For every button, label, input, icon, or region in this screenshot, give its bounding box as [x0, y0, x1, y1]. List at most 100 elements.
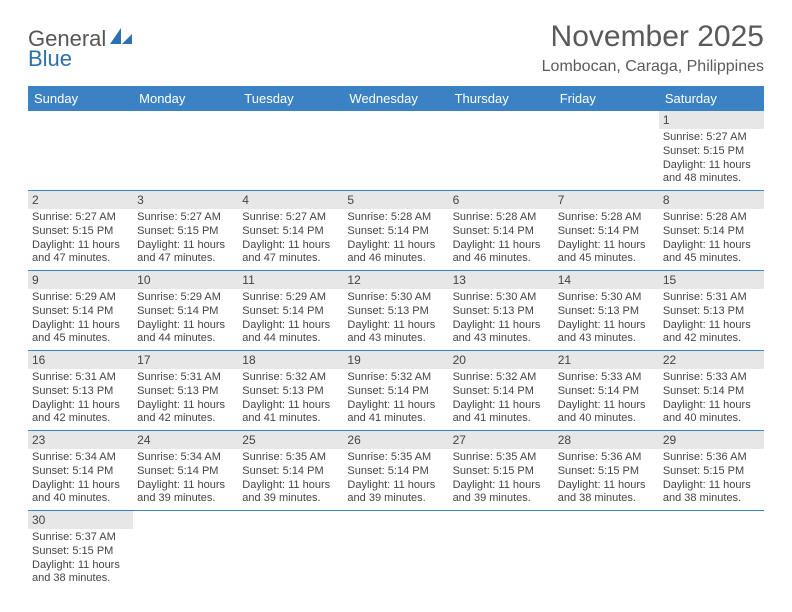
day-number: 22 [659, 351, 764, 369]
day-data: Sunrise: 5:33 AMSunset: 5:14 PMDaylight:… [554, 369, 659, 430]
day-data: Sunrise: 5:34 AMSunset: 5:14 PMDaylight:… [28, 449, 133, 510]
calendar-cell: 11Sunrise: 5:29 AMSunset: 5:14 PMDayligh… [238, 271, 343, 351]
day-data: Sunrise: 5:32 AMSunset: 5:14 PMDaylight:… [449, 369, 554, 430]
day-number: 19 [343, 351, 448, 369]
calendar-cell [238, 111, 343, 191]
day-data: Sunrise: 5:31 AMSunset: 5:13 PMDaylight:… [28, 369, 133, 430]
weekday-header: Tuesday [238, 86, 343, 111]
calendar-week-row: 1Sunrise: 5:27 AMSunset: 5:15 PMDaylight… [28, 111, 764, 191]
weekday-header: Thursday [449, 86, 554, 111]
calendar-cell: 18Sunrise: 5:32 AMSunset: 5:13 PMDayligh… [238, 351, 343, 431]
day-data: Sunrise: 5:35 AMSunset: 5:14 PMDaylight:… [238, 449, 343, 510]
calendar-cell: 27Sunrise: 5:35 AMSunset: 5:15 PMDayligh… [449, 431, 554, 511]
day-data: Sunrise: 5:28 AMSunset: 5:14 PMDaylight:… [343, 209, 448, 270]
calendar-cell: 10Sunrise: 5:29 AMSunset: 5:14 PMDayligh… [133, 271, 238, 351]
weekday-header: Friday [554, 86, 659, 111]
sail-icon [108, 26, 134, 52]
day-number: 21 [554, 351, 659, 369]
calendar-cell [343, 111, 448, 191]
day-data: Sunrise: 5:28 AMSunset: 5:14 PMDaylight:… [449, 209, 554, 270]
calendar-cell: 19Sunrise: 5:32 AMSunset: 5:14 PMDayligh… [343, 351, 448, 431]
day-number: 16 [28, 351, 133, 369]
day-number: 29 [659, 431, 764, 449]
calendar-week-row: 9Sunrise: 5:29 AMSunset: 5:14 PMDaylight… [28, 271, 764, 351]
calendar-cell: 30Sunrise: 5:37 AMSunset: 5:15 PMDayligh… [28, 511, 133, 591]
calendar-cell: 6Sunrise: 5:28 AMSunset: 5:14 PMDaylight… [449, 191, 554, 271]
day-data: Sunrise: 5:30 AMSunset: 5:13 PMDaylight:… [343, 289, 448, 350]
logo-text-blue: Blue [28, 46, 72, 72]
day-number: 1 [659, 111, 764, 129]
day-number: 3 [133, 191, 238, 209]
calendar-cell: 15Sunrise: 5:31 AMSunset: 5:13 PMDayligh… [659, 271, 764, 351]
day-data: Sunrise: 5:28 AMSunset: 5:14 PMDaylight:… [659, 209, 764, 270]
month-title: November 2025 [542, 20, 764, 54]
day-data: Sunrise: 5:37 AMSunset: 5:15 PMDaylight:… [28, 529, 133, 590]
weekday-header: Sunday [28, 86, 133, 111]
calendar-body: 1Sunrise: 5:27 AMSunset: 5:15 PMDaylight… [28, 111, 764, 590]
calendar-cell: 12Sunrise: 5:30 AMSunset: 5:13 PMDayligh… [343, 271, 448, 351]
day-number: 11 [238, 271, 343, 289]
day-data: Sunrise: 5:36 AMSunset: 5:15 PMDaylight:… [554, 449, 659, 510]
day-number: 20 [449, 351, 554, 369]
calendar-cell: 3Sunrise: 5:27 AMSunset: 5:15 PMDaylight… [133, 191, 238, 271]
day-number: 14 [554, 271, 659, 289]
day-data: Sunrise: 5:31 AMSunset: 5:13 PMDaylight:… [659, 289, 764, 350]
day-data: Sunrise: 5:35 AMSunset: 5:14 PMDaylight:… [343, 449, 448, 510]
day-number: 12 [343, 271, 448, 289]
calendar-table: SundayMondayTuesdayWednesdayThursdayFrid… [28, 86, 764, 590]
day-data: Sunrise: 5:27 AMSunset: 5:15 PMDaylight:… [659, 129, 764, 190]
day-data: Sunrise: 5:36 AMSunset: 5:15 PMDaylight:… [659, 449, 764, 510]
calendar-cell: 24Sunrise: 5:34 AMSunset: 5:14 PMDayligh… [133, 431, 238, 511]
calendar-cell: 13Sunrise: 5:30 AMSunset: 5:13 PMDayligh… [449, 271, 554, 351]
day-data: Sunrise: 5:34 AMSunset: 5:14 PMDaylight:… [133, 449, 238, 510]
day-number: 26 [343, 431, 448, 449]
day-data: Sunrise: 5:33 AMSunset: 5:14 PMDaylight:… [659, 369, 764, 430]
calendar-cell [343, 511, 448, 591]
calendar-cell: 8Sunrise: 5:28 AMSunset: 5:14 PMDaylight… [659, 191, 764, 271]
calendar-cell: 7Sunrise: 5:28 AMSunset: 5:14 PMDaylight… [554, 191, 659, 271]
header: General November 2025 Lombocan, Caraga, … [28, 20, 764, 76]
calendar-week-row: 16Sunrise: 5:31 AMSunset: 5:13 PMDayligh… [28, 351, 764, 431]
calendar-cell: 5Sunrise: 5:28 AMSunset: 5:14 PMDaylight… [343, 191, 448, 271]
day-data: Sunrise: 5:29 AMSunset: 5:14 PMDaylight:… [133, 289, 238, 350]
day-number: 7 [554, 191, 659, 209]
day-number: 8 [659, 191, 764, 209]
calendar-week-row: 23Sunrise: 5:34 AMSunset: 5:14 PMDayligh… [28, 431, 764, 511]
day-data: Sunrise: 5:27 AMSunset: 5:14 PMDaylight:… [238, 209, 343, 270]
calendar-week-row: 30Sunrise: 5:37 AMSunset: 5:15 PMDayligh… [28, 511, 764, 591]
calendar-cell: 16Sunrise: 5:31 AMSunset: 5:13 PMDayligh… [28, 351, 133, 431]
day-data: Sunrise: 5:30 AMSunset: 5:13 PMDaylight:… [554, 289, 659, 350]
calendar-cell: 29Sunrise: 5:36 AMSunset: 5:15 PMDayligh… [659, 431, 764, 511]
day-data: Sunrise: 5:30 AMSunset: 5:13 PMDaylight:… [449, 289, 554, 350]
day-number: 2 [28, 191, 133, 209]
day-number: 10 [133, 271, 238, 289]
day-number: 6 [449, 191, 554, 209]
calendar-header-row: SundayMondayTuesdayWednesdayThursdayFrid… [28, 86, 764, 111]
day-number: 24 [133, 431, 238, 449]
location: Lombocan, Caraga, Philippines [542, 58, 764, 76]
day-number: 15 [659, 271, 764, 289]
calendar-cell: 28Sunrise: 5:36 AMSunset: 5:15 PMDayligh… [554, 431, 659, 511]
calendar-cell: 14Sunrise: 5:30 AMSunset: 5:13 PMDayligh… [554, 271, 659, 351]
calendar-cell [554, 111, 659, 191]
day-number: 5 [343, 191, 448, 209]
calendar-cell: 4Sunrise: 5:27 AMSunset: 5:14 PMDaylight… [238, 191, 343, 271]
weekday-header: Wednesday [343, 86, 448, 111]
title-block: November 2025 Lombocan, Caraga, Philippi… [542, 20, 764, 76]
day-data: Sunrise: 5:32 AMSunset: 5:13 PMDaylight:… [238, 369, 343, 430]
day-number: 27 [449, 431, 554, 449]
calendar-cell: 1Sunrise: 5:27 AMSunset: 5:15 PMDaylight… [659, 111, 764, 191]
calendar-cell [133, 511, 238, 591]
day-data: Sunrise: 5:32 AMSunset: 5:14 PMDaylight:… [343, 369, 448, 430]
calendar-cell: 20Sunrise: 5:32 AMSunset: 5:14 PMDayligh… [449, 351, 554, 431]
calendar-cell [238, 511, 343, 591]
calendar-cell [554, 511, 659, 591]
calendar-cell: 2Sunrise: 5:27 AMSunset: 5:15 PMDaylight… [28, 191, 133, 271]
calendar-cell: 26Sunrise: 5:35 AMSunset: 5:14 PMDayligh… [343, 431, 448, 511]
weekday-header: Monday [133, 86, 238, 111]
weekday-header: Saturday [659, 86, 764, 111]
day-number: 18 [238, 351, 343, 369]
calendar-cell [28, 111, 133, 191]
day-number: 13 [449, 271, 554, 289]
calendar-cell: 25Sunrise: 5:35 AMSunset: 5:14 PMDayligh… [238, 431, 343, 511]
